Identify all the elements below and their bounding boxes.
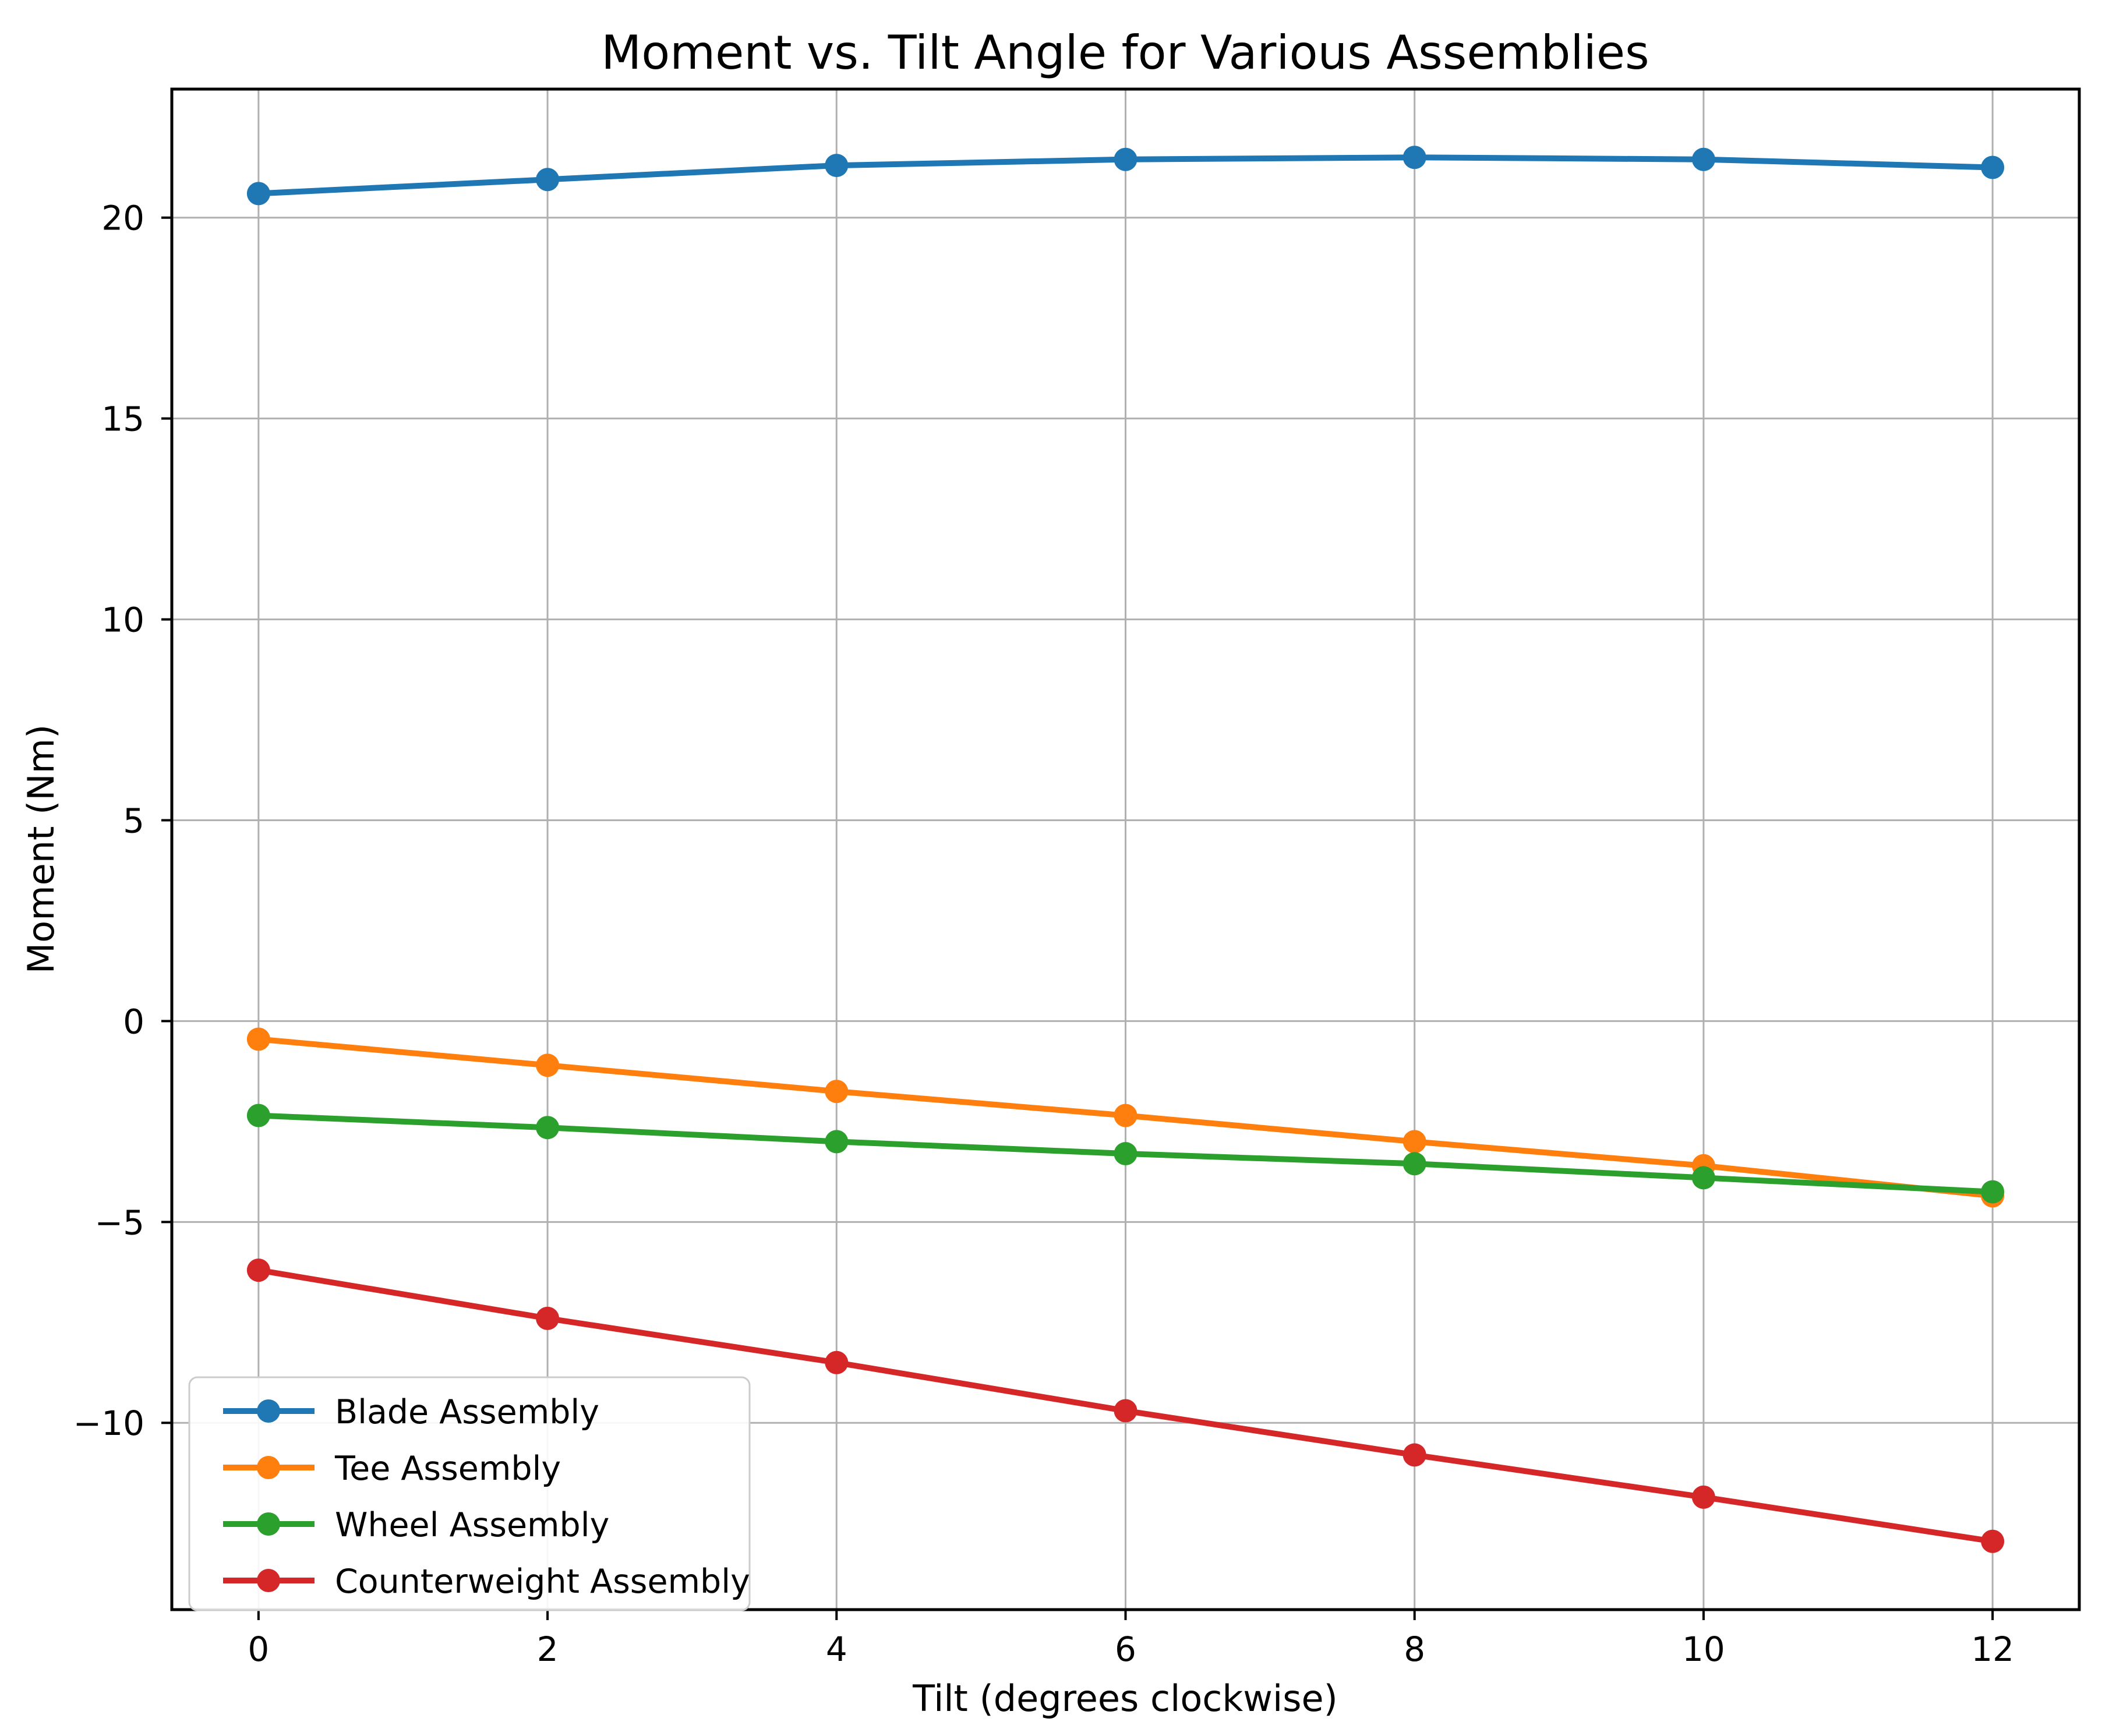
data-point-marker — [1402, 146, 1426, 169]
data-point-marker — [1114, 147, 1137, 171]
data-point-marker — [1114, 1399, 1137, 1423]
legend-marker-icon — [257, 1456, 280, 1479]
data-point-marker — [1981, 1529, 2005, 1553]
y-tick-label: 0 — [123, 1002, 144, 1041]
y-tick-label: 20 — [101, 199, 144, 238]
legend-label: Tee Assembly — [334, 1449, 561, 1488]
legend-marker-icon — [257, 1569, 280, 1592]
x-tick-label: 2 — [537, 1629, 559, 1669]
data-point-marker — [246, 1027, 270, 1051]
data-point-marker — [1402, 1130, 1426, 1154]
data-point-marker — [246, 1258, 270, 1282]
legend-marker-icon — [257, 1512, 280, 1536]
data-point-marker — [536, 1053, 560, 1077]
data-point-marker — [1402, 1152, 1426, 1176]
gridlines — [172, 89, 2079, 1610]
y-tick-label: −5 — [95, 1203, 145, 1242]
data-point-marker — [1402, 1443, 1426, 1467]
chart-title: Moment vs. Tilt Angle for Various Assemb… — [601, 26, 1649, 80]
data-point-marker — [825, 1130, 849, 1154]
y-tick-label: 15 — [101, 399, 144, 439]
x-tick-label: 12 — [1971, 1629, 2014, 1669]
data-point-marker — [536, 1306, 560, 1330]
x-axis-label: Tilt (degrees clockwise) — [912, 1677, 1338, 1720]
y-axis-label: Moment (Nm) — [20, 724, 62, 974]
data-point-marker — [825, 1080, 849, 1104]
y-tick-label: −10 — [73, 1403, 144, 1443]
data-point-marker — [1114, 1104, 1137, 1127]
data-point-marker — [246, 1104, 270, 1127]
legend-label: Counterweight Assembly — [335, 1562, 750, 1601]
data-point-marker — [825, 154, 849, 178]
legend: Blade Assembly Tee Assembly Wheel Assembly… — [188, 1376, 751, 1611]
legend-box — [188, 1376, 751, 1611]
data-point-marker — [825, 1350, 849, 1374]
data-point-marker — [1114, 1142, 1137, 1166]
data-series — [246, 146, 2005, 1553]
data-point-marker — [536, 1116, 560, 1140]
data-point-marker — [1691, 1485, 1715, 1509]
x-axis-ticks: 0 2 4 6 8 10 12 — [248, 1610, 2014, 1669]
data-point-marker — [1691, 1166, 1715, 1190]
data-point-marker — [536, 168, 560, 192]
legend-label: Blade Assembly — [335, 1393, 599, 1431]
legend-label: Wheel Assembly — [335, 1506, 609, 1544]
y-tick-label: 10 — [101, 600, 144, 640]
x-tick-label: 10 — [1682, 1629, 1725, 1669]
legend-marker-icon — [257, 1399, 280, 1423]
data-point-marker — [1981, 155, 2005, 179]
y-tick-label: 5 — [123, 801, 144, 840]
x-tick-label: 0 — [248, 1629, 269, 1669]
x-tick-label: 4 — [826, 1629, 847, 1669]
data-point-marker — [246, 182, 270, 206]
x-tick-label: 8 — [1404, 1629, 1425, 1669]
data-point-marker — [1981, 1180, 2005, 1204]
data-point-marker — [1691, 147, 1715, 171]
x-tick-label: 6 — [1115, 1629, 1136, 1669]
y-axis-ticks: 20 15 10 5 0 −5 −10 — [73, 199, 172, 1443]
